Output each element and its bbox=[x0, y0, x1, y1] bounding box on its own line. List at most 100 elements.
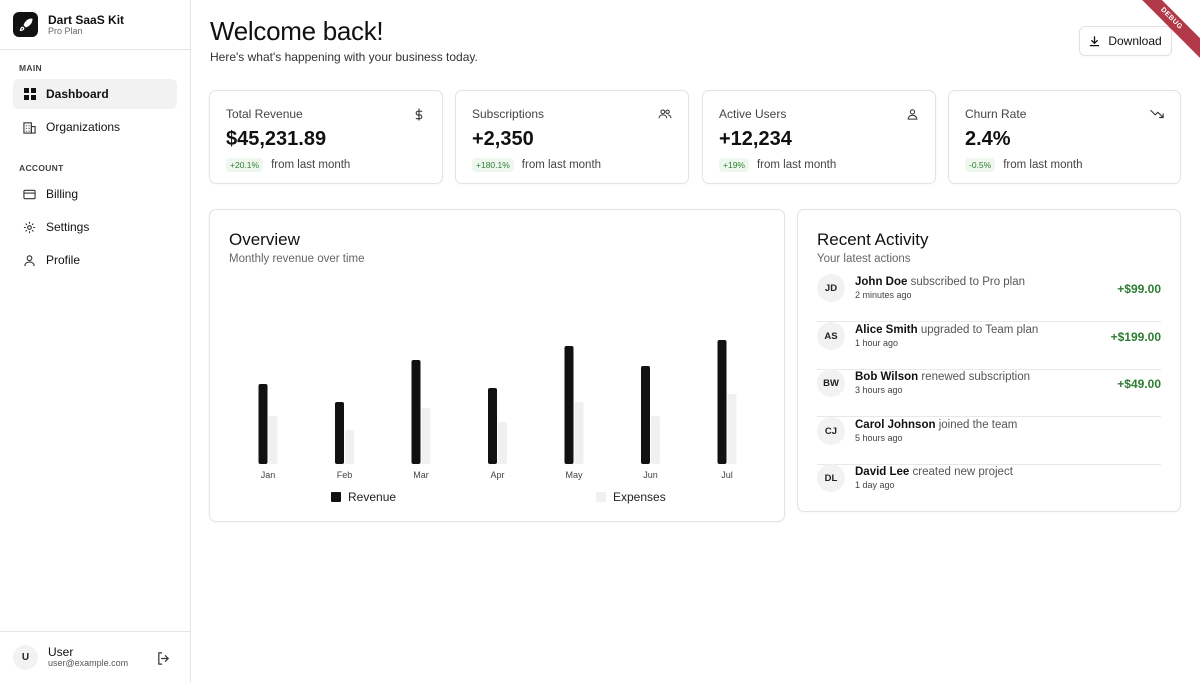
bar-revenue-jul bbox=[717, 340, 727, 464]
activity-item[interactable]: DL David Lee created new project 1 day a… bbox=[817, 464, 1161, 504]
activity-time: 3 hours ago bbox=[855, 385, 903, 395]
sidebar-item-label: Dashboard bbox=[46, 87, 109, 101]
users-icon bbox=[658, 107, 672, 121]
revenue-chart: Jan Feb Mar Apr May Jun Jul bbox=[258, 340, 737, 480]
x-tick-label: May bbox=[565, 470, 583, 480]
bar-expenses-feb bbox=[345, 430, 354, 464]
change-badge: +20.1% bbox=[226, 158, 264, 172]
divider bbox=[817, 464, 1161, 465]
x-tick-label: Mar bbox=[413, 470, 429, 480]
stat-from: from last month bbox=[271, 159, 351, 171]
activity-action: subscribed to Pro plan bbox=[910, 276, 1026, 288]
user-icon bbox=[905, 107, 919, 121]
legend-swatch bbox=[331, 492, 341, 502]
bar-revenue-apr bbox=[488, 388, 497, 464]
user-account[interactable]: U User user@example.com bbox=[0, 631, 190, 683]
gear-icon bbox=[23, 221, 36, 234]
x-tick-label: Feb bbox=[337, 470, 353, 480]
bar-expenses-jul bbox=[727, 394, 737, 464]
divider bbox=[817, 416, 1161, 417]
user-name: User bbox=[48, 645, 74, 660]
activity-time: 1 hour ago bbox=[855, 338, 899, 348]
avatar: U bbox=[13, 645, 38, 670]
sidebar-item-billing[interactable]: Billing bbox=[13, 179, 177, 209]
change-badge: +180.1% bbox=[472, 158, 514, 172]
bar-expenses-apr bbox=[498, 422, 507, 464]
credit-card-icon bbox=[23, 188, 36, 201]
sidebar-item-dashboard[interactable]: Dashboard bbox=[13, 79, 177, 109]
legend-item-revenue: Revenue bbox=[331, 490, 396, 504]
activity-action: joined the team bbox=[938, 419, 1018, 431]
bar-expenses-jun bbox=[651, 416, 660, 464]
bar-revenue-may bbox=[564, 346, 574, 464]
change-badge: +19% bbox=[719, 158, 749, 172]
activity-name: John Doe bbox=[855, 276, 908, 288]
sidebar-item-settings[interactable]: Settings bbox=[13, 212, 177, 242]
overview-card: Overview Monthly revenue over time Jan Fe… bbox=[209, 209, 785, 522]
avatar: AS bbox=[817, 322, 845, 350]
bar-revenue-mar bbox=[411, 360, 421, 464]
activity-amount: +$99.00 bbox=[1117, 282, 1161, 296]
logout-icon[interactable] bbox=[156, 651, 172, 667]
stat-from: from last month bbox=[756, 159, 837, 171]
nav-section-account: ACCOUNT bbox=[19, 163, 64, 173]
avatar: DL bbox=[817, 464, 845, 492]
legend-item-expenses: Expenses bbox=[596, 490, 666, 504]
activity-name: Bob Wilson bbox=[855, 371, 919, 383]
activity-item[interactable]: AS Alice Smith upgraded to Team plan 1 h… bbox=[817, 322, 1161, 370]
activity-item[interactable]: JD John Doe subscribed to Pro plan 2 min… bbox=[817, 274, 1161, 322]
recent-activity-card: Recent Activity Your latest actions JD J… bbox=[797, 209, 1181, 512]
activity-title: Recent Activity bbox=[817, 230, 929, 249]
stat-card-revenue: Total Revenue $45,231.89 +20.1% from las… bbox=[209, 90, 443, 184]
download-icon bbox=[1089, 35, 1100, 47]
activity-name: Carol Johnson bbox=[855, 419, 936, 431]
stat-title: Total Revenue bbox=[226, 107, 303, 121]
overview-subtitle: Monthly revenue over time bbox=[229, 253, 365, 265]
bar-revenue-feb bbox=[335, 402, 344, 464]
stat-card-churn-rate: Churn Rate 2.4% -0.5% from last month bbox=[948, 90, 1181, 184]
activity-subtitle: Your latest actions bbox=[817, 253, 911, 265]
sidebar-item-label: Profile bbox=[46, 253, 81, 267]
download-button[interactable]: Download bbox=[1079, 26, 1172, 56]
stat-value: +12,234 bbox=[719, 128, 792, 150]
x-tick-label: Jul bbox=[721, 470, 733, 480]
legend-label: Expenses bbox=[613, 490, 666, 504]
activity-action: renewed subscription bbox=[921, 371, 1031, 383]
stat-card-active-users: Active Users +12,234 +19% from last mont… bbox=[702, 90, 936, 184]
brand-plan: Pro Plan bbox=[48, 25, 83, 36]
legend-swatch bbox=[596, 492, 606, 502]
activity-action: upgraded to Team plan bbox=[920, 324, 1039, 336]
dollar-icon bbox=[412, 107, 426, 121]
activity-amount: +$199.00 bbox=[1110, 330, 1161, 344]
activity-item[interactable]: CJ Carol Johnson joined the team 5 hours… bbox=[817, 417, 1161, 465]
sidebar-item-label: Organizations bbox=[46, 120, 121, 134]
bar-expenses-jan bbox=[268, 416, 278, 464]
legend-label: Revenue bbox=[348, 490, 397, 504]
stat-from: from last month bbox=[1003, 159, 1083, 171]
stat-title: Subscriptions bbox=[472, 107, 545, 121]
sidebar: Dart SaaS Kit Pro Plan MAIN Dashboard Or… bbox=[0, 0, 191, 683]
download-label: Download bbox=[1108, 34, 1162, 48]
avatar: BW bbox=[817, 369, 845, 397]
rocket-icon bbox=[13, 12, 38, 37]
x-tick-label: Jun bbox=[643, 470, 658, 480]
stat-from: from last month bbox=[521, 159, 602, 171]
activity-time: 5 hours ago bbox=[855, 433, 903, 443]
sidebar-item-label: Settings bbox=[46, 220, 90, 234]
avatar: CJ bbox=[817, 417, 845, 445]
bar-revenue-jun bbox=[641, 366, 650, 464]
building-icon bbox=[23, 121, 36, 134]
bar-revenue-jan bbox=[258, 384, 268, 464]
sidebar-item-organizations[interactable]: Organizations bbox=[13, 112, 177, 142]
bar-expenses-mar bbox=[421, 408, 431, 464]
activity-item[interactable]: BW Bob Wilson renewed subscription 3 hou… bbox=[817, 369, 1161, 417]
brand-header[interactable]: Dart SaaS Kit Pro Plan bbox=[0, 0, 190, 50]
page-title: Welcome back! bbox=[210, 16, 384, 46]
sidebar-item-label: Billing bbox=[46, 187, 79, 201]
sidebar-item-profile[interactable]: Profile bbox=[13, 245, 177, 275]
activity-time: 1 day ago bbox=[855, 480, 895, 490]
user-icon bbox=[23, 254, 36, 267]
activity-name: Alice Smith bbox=[855, 324, 918, 336]
brand-name: Dart SaaS Kit bbox=[48, 12, 125, 27]
change-badge: -0.5% bbox=[965, 158, 996, 172]
